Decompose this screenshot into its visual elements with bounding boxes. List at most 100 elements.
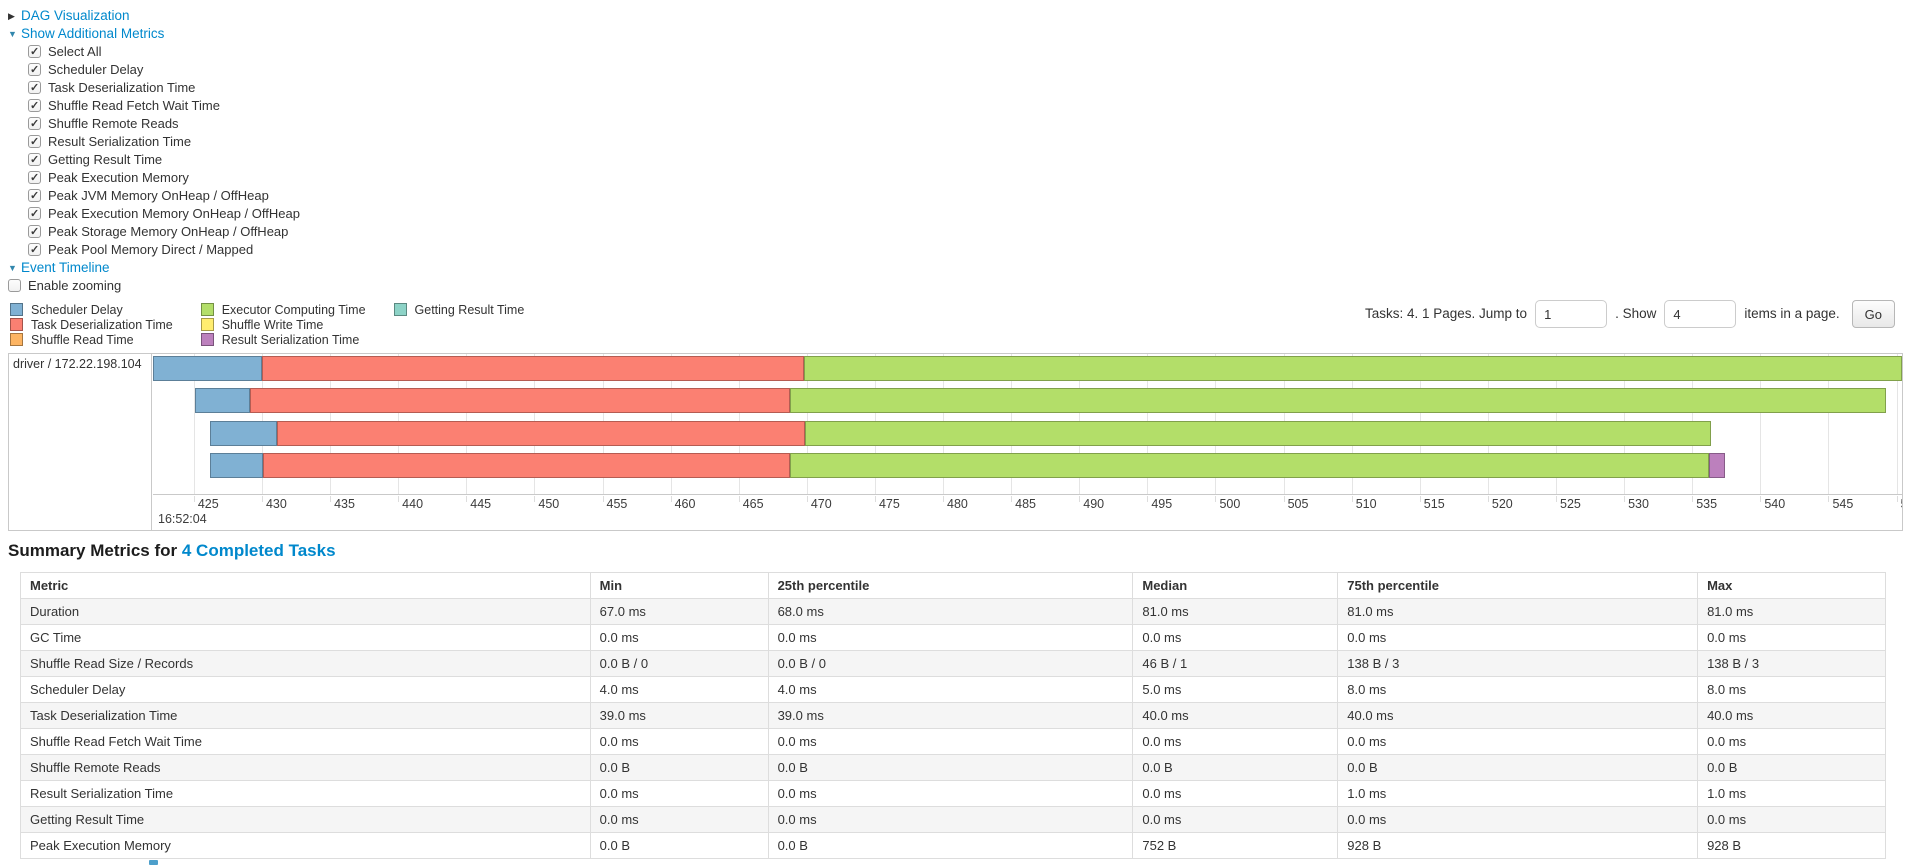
metric-checkbox-label: Peak Execution Memory OnHeap / OffHeap [48,206,300,221]
axis-tick-label: 545 [1832,497,1854,511]
legend-label: Getting Result Time [414,303,525,317]
stage-toggles: ▶ DAG Visualization ▼ Show Additional Metr… [8,7,300,295]
gridline [1896,354,1898,494]
task-deserialization-bar-segment[interactable] [249,388,791,413]
executor-computing-bar-segment[interactable] [790,388,1886,413]
dag-visualization-toggle[interactable]: ▶ DAG Visualization [8,7,300,25]
axis-tick-label: 540 [1764,497,1786,511]
table-cell: Getting Result Time [20,806,591,833]
table-cell: 0.0 ms [1132,728,1339,755]
metric-checkbox[interactable] [28,61,41,79]
metric-checkbox-label: Peak Execution Memory [48,170,189,185]
tasks-count-text: Tasks: 4. 1 Pages. Jump to [1364,306,1528,321]
scheduler-delay-bar-segment[interactable] [195,388,250,413]
metric-checkbox-label: Task Deserialization Time [48,80,196,95]
metric-checkbox[interactable] [28,115,41,133]
axis-tick-label: 490 [1083,497,1105,511]
axis-tick-label: 500 [1219,497,1241,511]
table-cell: 40.0 ms [1337,702,1699,729]
axis-tick [1896,496,1898,502]
dag-visualization-link[interactable]: DAG Visualization [21,8,130,23]
event-timeline-toggle[interactable]: ▼ Event Timeline [8,259,300,277]
gridline [193,354,195,494]
timeline-plot-area [153,354,1902,495]
axis-tick [1283,496,1285,502]
metric-checkbox-label: Peak JVM Memory OnHeap / OffHeap [48,188,269,203]
go-button[interactable]: Go [1851,300,1895,328]
metric-checkbox[interactable] [28,79,41,97]
axis-tick [1011,496,1013,502]
table-header-row: Metric Min 25th percentile Median 75th perce… [20,572,1886,599]
metric-checkbox-item: Result Serialization Time [8,133,300,151]
axis-tick-label: 430 [265,497,287,511]
axis-tick-label: 435 [334,497,355,511]
legend-label: Result Serialization Time [221,333,360,347]
table-cell: 81.0 ms [1132,598,1339,625]
items-per-page-input[interactable] [1664,300,1737,328]
axis-tick [1215,496,1217,502]
axis-tick [1487,496,1489,502]
show-additional-metrics-link[interactable]: Show Additional Metrics [21,26,165,41]
completed-tasks-link[interactable]: 4 Completed Tasks [181,541,336,560]
table-cell: 8.0 ms [1697,676,1886,703]
metric-checkbox-item: Scheduler Delay [8,61,300,79]
axis-tick-label: 480 [947,497,968,511]
table-cell: 0.0 ms [1132,624,1339,651]
axis-tick [398,496,400,502]
metric-checkbox[interactable] [28,133,41,151]
axis-tick [1147,496,1149,502]
metric-checkbox[interactable] [28,223,41,241]
axis-tick [1556,496,1557,502]
scheduler-delay-bar-segment[interactable] [210,421,277,446]
table-cell: 138 B / 3 [1697,650,1886,677]
axis-tick [670,496,672,502]
metric-checkbox[interactable] [28,241,41,259]
axis-tick [602,496,604,502]
table-cell: GC Time [20,624,591,651]
executor-computing-bar-segment[interactable] [805,421,1712,446]
table-cell: 0.0 ms [1132,780,1339,807]
column-header: Metric [20,572,591,599]
jump-to-page-input[interactable] [1535,300,1608,328]
executor-computing-bar-segment[interactable] [804,356,1902,381]
event-timeline-link[interactable]: Event Timeline [21,260,110,275]
show-additional-metrics-toggle[interactable]: ▼ Show Additional Metrics [8,25,300,43]
scheduler-delay-bar-segment[interactable] [153,356,262,381]
metric-checkbox-label: Peak Storage Memory OnHeap / OffHeap [48,224,289,239]
task-deserialization-bar-segment[interactable] [263,453,791,478]
gridline [1760,354,1762,494]
collapsed-arrow-icon: ▶ [8,11,15,21]
enable-zooming-checkbox[interactable] [8,279,21,292]
column-header: Median [1132,572,1339,599]
metric-checkbox[interactable] [28,43,41,61]
legend-label: Executor Computing Time [221,303,366,317]
column-header: Max [1697,572,1886,599]
task-deserialization-bar-segment[interactable] [276,421,806,446]
event-timeline-chart: driver / 172.22.198.104 16:52:04 425 430 4… [8,353,1903,531]
legend-label: Shuffle Read Time [31,333,134,347]
table-cell: 46 B / 1 [1132,650,1339,677]
summary-heading-text: Summary Metrics for [8,541,178,560]
table-cell: 928 B [1337,832,1699,859]
axis-tick [330,496,332,502]
metric-checkbox[interactable] [28,187,41,205]
metric-checkbox[interactable] [28,151,41,169]
result-serialization-swatch-icon [200,333,214,346]
table-cell: 0.0 ms [589,624,769,651]
metric-checkbox[interactable] [28,97,41,115]
timeline-axis: 16:52:04 425 430 435 440 445 450 455 460 465 470 4… [153,496,1902,530]
table-cell: 0.0 B [589,754,769,781]
metric-checkbox[interactable] [28,169,41,187]
summary-metrics-table: Metric Min 25th percentile Median 75th perce… [20,572,1886,859]
table-cell: 1.0 ms [1337,780,1699,807]
result-serialization-bar-segment[interactable] [1708,453,1725,478]
metric-checkbox[interactable] [28,205,41,223]
table-cell: 1.0 ms [1697,780,1886,807]
executor-computing-bar-segment[interactable] [790,453,1709,478]
scheduler-delay-bar-segment[interactable] [210,453,264,478]
table-cell: 0.0 ms [1337,728,1699,755]
table-cell: 5.0 ms [1132,676,1339,703]
table-cell: 0.0 B [1697,754,1886,781]
table-cell: 0.0 ms [1132,806,1339,833]
task-deserialization-bar-segment[interactable] [261,356,805,381]
